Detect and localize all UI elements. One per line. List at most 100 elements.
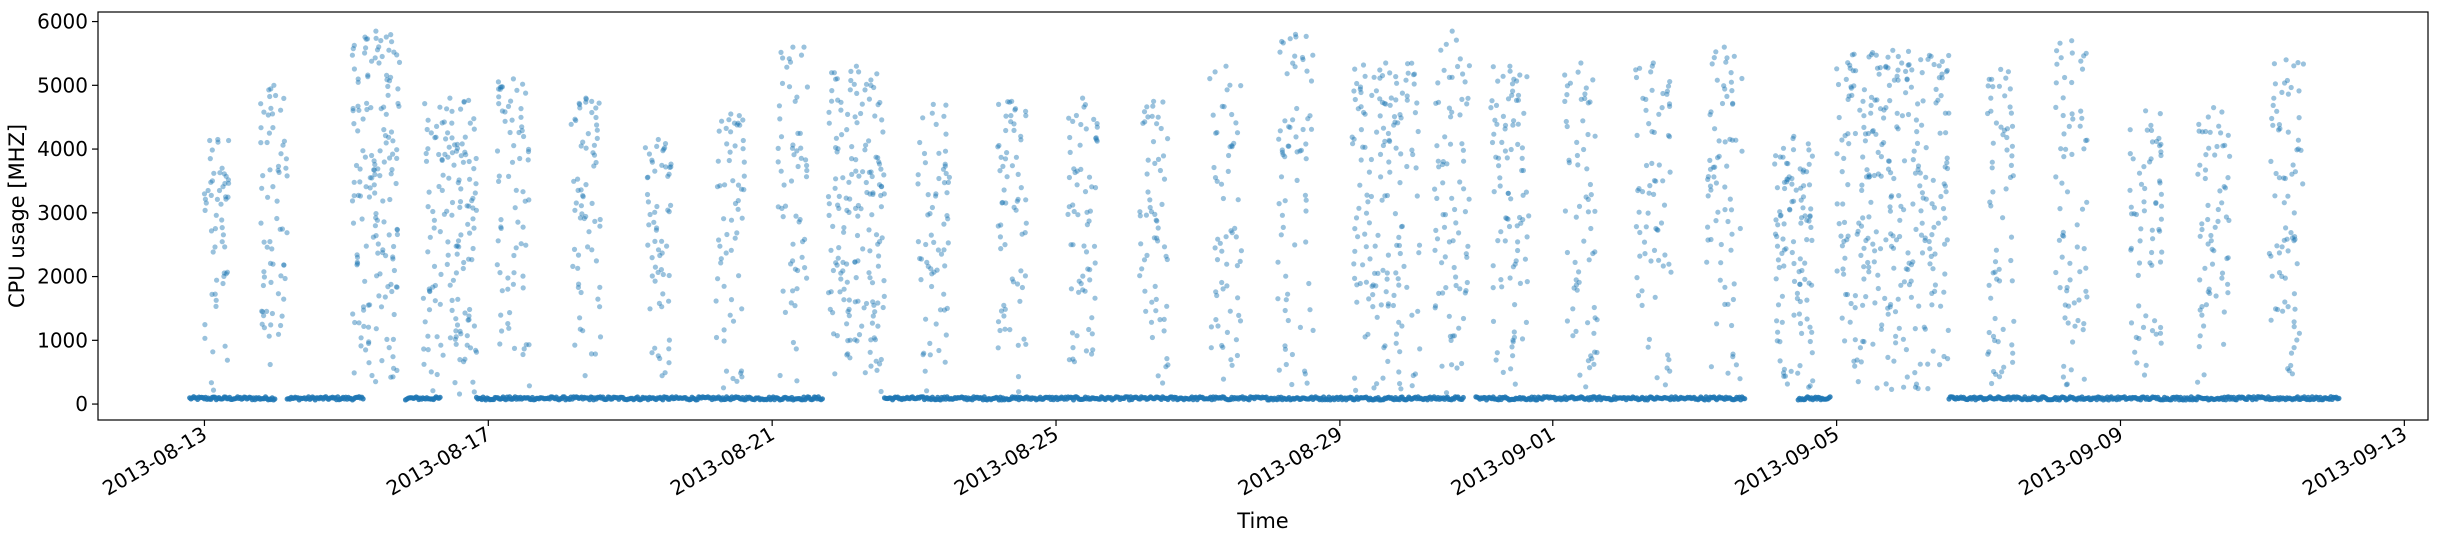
data-point [1995,339,2001,345]
data-point [1450,333,1456,339]
data-point [462,134,468,140]
data-point [1457,112,1463,118]
data-point [1495,238,1501,244]
data-point [454,243,460,249]
data-point [1705,174,1711,180]
data-point [876,159,882,165]
data-point [1493,357,1499,363]
data-point [1004,150,1010,156]
data-point [1300,126,1306,133]
data-point [1018,185,1024,191]
data-point [726,157,732,164]
data-point [473,155,479,162]
data-point [718,256,724,262]
data-point [1517,214,1523,221]
data-point [1806,161,1812,167]
data-point [2138,181,2145,187]
data-point [496,173,502,179]
data-point [508,98,514,104]
data-point [578,289,584,296]
data-point [866,169,873,175]
data-point [1798,197,1804,203]
data-point [1155,156,1162,162]
data-point [1722,139,1728,145]
data-point [1846,141,1852,147]
data-point [1722,184,1728,190]
data-point [1870,50,1876,56]
data-point [1143,308,1149,314]
data-point [1354,299,1360,305]
data-point [1993,120,1999,126]
data-point [276,169,282,175]
data-point [580,193,586,199]
data-point [1660,178,1666,184]
data-point [721,327,727,333]
data-point [1641,239,1648,245]
data-point [513,187,519,193]
data-point [2279,244,2285,250]
data-point [1494,350,1500,356]
data-point [1086,218,1092,224]
data-point [269,310,275,317]
data-point [439,187,445,193]
data-point [379,53,385,60]
data-point [432,135,438,141]
data-point [471,116,477,122]
data-point [2208,232,2214,239]
data-point [863,179,869,186]
data-point [1834,151,1840,157]
data-point [280,142,286,148]
data-point [1396,319,1402,325]
data-point [1377,67,1383,73]
data-point [1890,233,1896,239]
data-point [222,343,228,349]
data-point [506,325,512,331]
data-point [279,313,285,319]
data-point [1164,356,1170,362]
data-point [437,394,443,400]
data-point [502,109,508,115]
data-point [1789,249,1795,256]
data-point [2084,294,2090,300]
data-point [593,258,600,264]
data-point [510,281,516,287]
data-point [1398,115,1404,121]
data-point [663,164,669,170]
data-point [2276,175,2282,181]
data-point [1725,370,1731,376]
data-point [1378,174,1384,180]
data-point [867,349,873,355]
data-point [925,192,931,198]
data-point [431,225,437,231]
data-point [2292,306,2298,312]
data-point [458,232,464,238]
data-point [723,125,729,131]
data-point [802,265,808,271]
data-point [1208,345,1214,351]
data-point [1228,357,1234,363]
data-point [1280,224,1286,230]
data-point [668,202,674,208]
data-point [1722,284,1728,290]
data-point [1155,114,1161,120]
data-point [1441,67,1447,73]
data-point [1795,370,1801,376]
data-point [2143,108,2149,114]
data-point [859,101,865,107]
data-point [2008,162,2014,168]
data-point [583,182,589,188]
data-point [2203,302,2209,308]
data-point [369,58,375,64]
data-point [1582,91,1588,97]
data-point [593,105,599,111]
data-point [995,345,1001,351]
data-point [268,86,274,92]
data-point [1386,137,1392,143]
data-point [1887,304,1893,310]
data-point [221,273,227,279]
data-point [1279,212,1285,218]
data-point [261,109,267,115]
data-point [520,351,526,358]
data-point [1874,65,1881,71]
data-point [268,279,274,285]
